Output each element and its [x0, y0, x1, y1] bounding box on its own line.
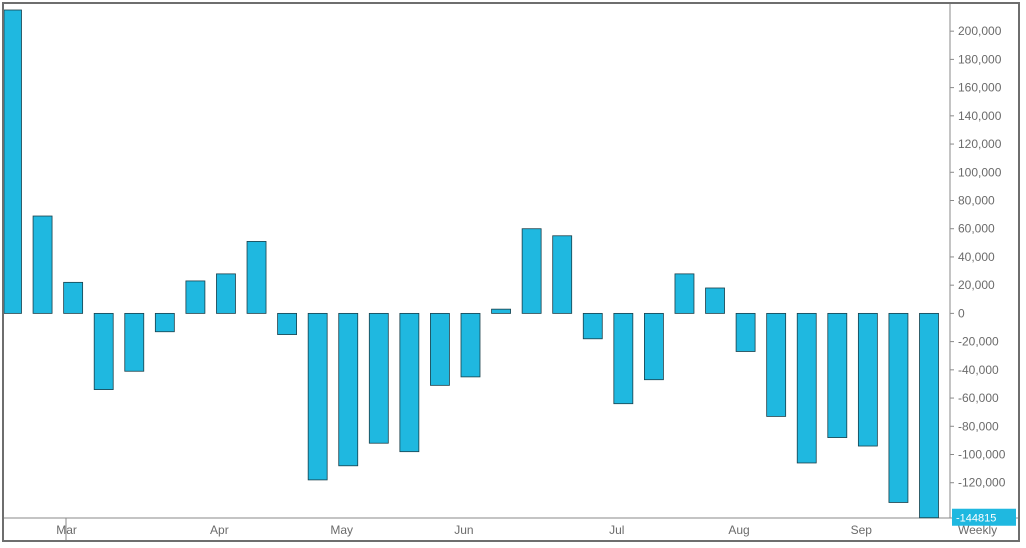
x-month-label: Sep [851, 523, 873, 537]
last-value-badge: -144815 [952, 508, 1016, 526]
bar [368, 312, 389, 444]
y-tick-label: 140,000 [958, 109, 1002, 123]
bar [521, 228, 542, 314]
bar [63, 281, 84, 314]
y-tick-label: 120,000 [958, 137, 1002, 151]
bar [185, 280, 206, 314]
y-tick-label: -80,000 [958, 419, 999, 433]
y-tick-label: -40,000 [958, 363, 999, 377]
x-month-label: May [330, 523, 353, 537]
bar [613, 312, 634, 405]
bar [491, 308, 511, 314]
bar [216, 273, 236, 314]
bar [4, 9, 22, 314]
bar [246, 241, 267, 314]
chart-frame: 200,000 180,000 160,000 140,000 120,000 100,0… [2, 2, 1020, 542]
x-axis: Mar Apr May Jun Jul Aug Sep [56, 523, 872, 537]
y-tick-label: -20,000 [958, 335, 999, 349]
bars-group [4, 9, 939, 519]
x-month-label: Jul [609, 523, 624, 537]
bar [277, 312, 298, 335]
bar [124, 312, 145, 372]
bar [552, 235, 573, 314]
bar [735, 312, 756, 352]
x-month-label: Apr [210, 523, 229, 537]
bar [582, 312, 603, 340]
y-tick-label: 180,000 [958, 52, 1002, 66]
y-tick-label: -120,000 [958, 476, 1006, 490]
bar [307, 312, 328, 481]
y-axis: 200,000 180,000 160,000 140,000 120,000 100,0… [950, 24, 1006, 490]
bar [766, 312, 787, 417]
x-month-label: Aug [728, 523, 749, 537]
bar [93, 312, 114, 390]
x-month-label: Jun [454, 523, 473, 537]
y-tick-label: 20,000 [958, 278, 995, 292]
bar [460, 312, 481, 378]
bar [338, 312, 359, 467]
y-tick-label: -100,000 [958, 448, 1006, 462]
x-month-label: Mar [56, 523, 77, 537]
bar [674, 273, 695, 314]
y-tick-label: 100,000 [958, 165, 1002, 179]
bar [888, 312, 909, 503]
last-value-badge-bg [952, 508, 1016, 526]
y-tick-label: 40,000 [958, 250, 995, 264]
y-tick-label: 0 [958, 306, 965, 320]
period-label: Weekly [958, 523, 997, 537]
y-tick-label: 200,000 [958, 24, 1002, 38]
bar [827, 312, 848, 438]
bar [154, 312, 175, 333]
y-tick-label: -60,000 [958, 391, 999, 405]
last-value-label: -144815 [956, 513, 996, 525]
bar [430, 312, 450, 386]
weekly-bar-chart: 200,000 180,000 160,000 140,000 120,000 100,0… [4, 4, 1018, 540]
y-tick-label: 80,000 [958, 194, 995, 208]
y-tick-label: 160,000 [958, 81, 1002, 95]
bar [796, 312, 817, 464]
bar [644, 312, 664, 381]
y-tick-label: 60,000 [958, 222, 995, 236]
bar [32, 215, 53, 314]
bar [919, 312, 939, 519]
bar [857, 312, 878, 447]
plot-area [4, 4, 1018, 540]
bar [399, 312, 420, 453]
bar [705, 287, 725, 314]
